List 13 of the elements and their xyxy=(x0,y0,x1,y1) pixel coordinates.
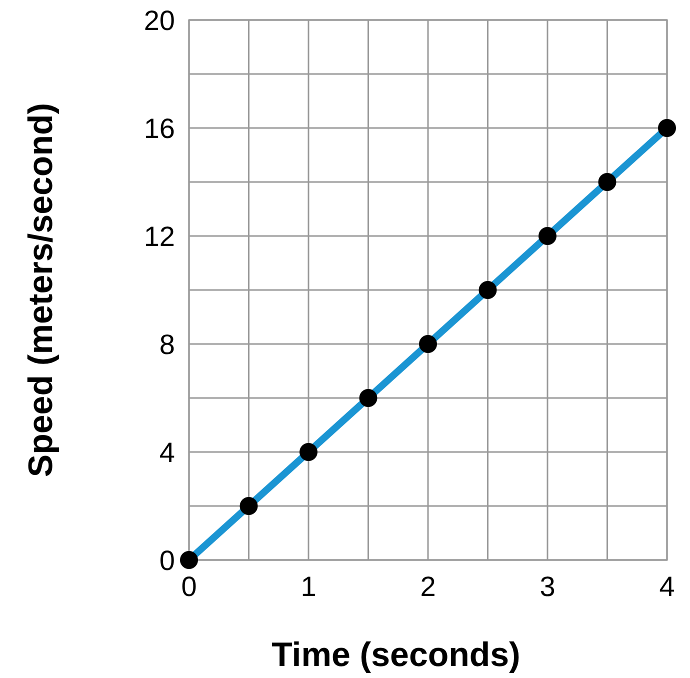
y-tick-label: 20 xyxy=(144,4,175,36)
x-tick-label: 1 xyxy=(300,571,316,602)
x-tick-label: 2 xyxy=(420,571,436,602)
y-tick-label: 8 xyxy=(159,328,175,360)
y-tick-label: 16 xyxy=(144,112,175,144)
x-tick-label: 0 xyxy=(181,571,197,602)
x-tick-label: 3 xyxy=(540,571,556,602)
x-axis-title: Time (seconds) xyxy=(272,636,520,674)
y-axis-title: Speed (meters/second) xyxy=(22,102,60,478)
y-tick-label: 4 xyxy=(159,436,175,468)
y-tick-label: 0 xyxy=(159,544,175,576)
y-tick-label: 12 xyxy=(144,220,175,252)
x-tick-label: 4 xyxy=(659,571,675,602)
